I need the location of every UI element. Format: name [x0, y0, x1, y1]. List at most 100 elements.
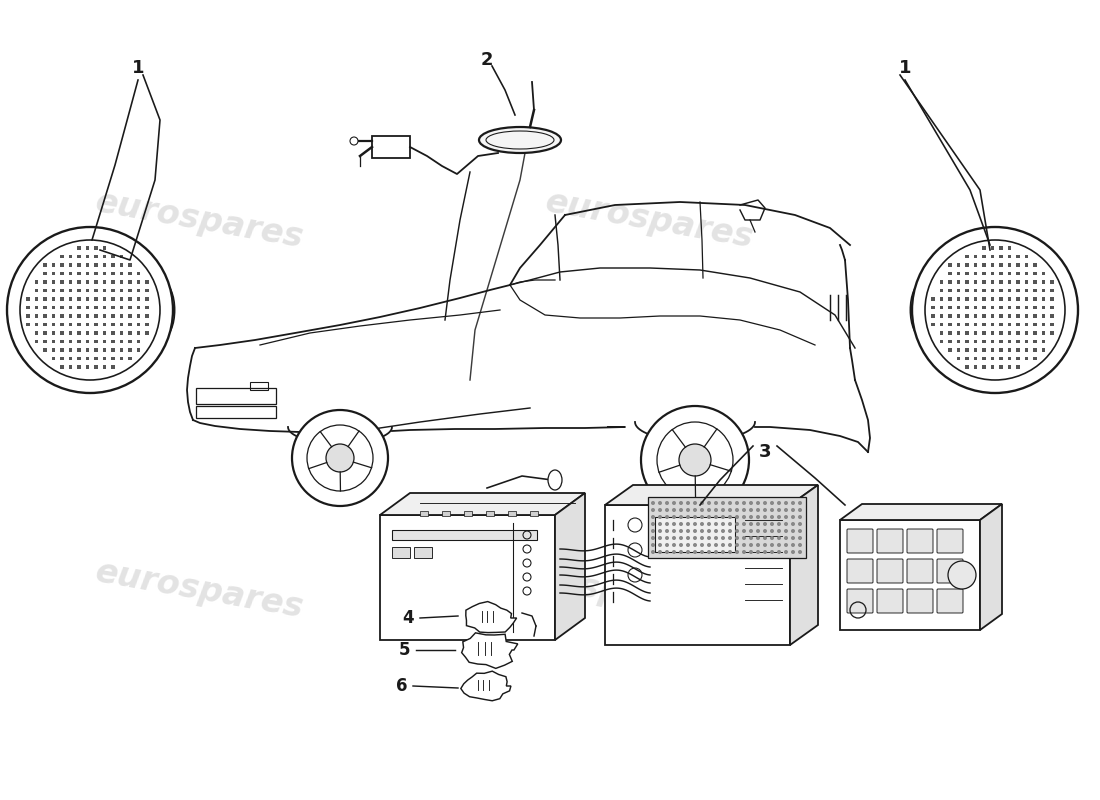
Bar	[111, 331, 114, 334]
Bar	[77, 366, 80, 369]
Circle shape	[728, 515, 732, 519]
Bar	[129, 298, 132, 301]
Circle shape	[666, 501, 669, 505]
Circle shape	[686, 550, 690, 554]
Bar	[948, 314, 951, 318]
Bar	[86, 340, 89, 343]
Bar	[103, 255, 106, 258]
Bar	[1042, 289, 1045, 292]
Bar	[95, 349, 98, 351]
Bar	[1000, 366, 1002, 369]
Circle shape	[749, 543, 754, 547]
Bar	[60, 349, 64, 351]
Bar	[136, 298, 140, 301]
FancyBboxPatch shape	[908, 559, 933, 583]
Bar	[982, 366, 986, 369]
Bar	[966, 289, 969, 292]
Bar	[60, 272, 64, 275]
Bar	[982, 340, 986, 343]
Bar	[1000, 246, 1002, 250]
Bar	[111, 280, 114, 283]
Bar	[196, 388, 276, 404]
Bar	[95, 357, 98, 360]
Circle shape	[720, 515, 725, 519]
Circle shape	[756, 536, 760, 540]
Bar	[69, 340, 73, 343]
Circle shape	[728, 550, 732, 554]
Circle shape	[720, 550, 725, 554]
Bar	[60, 366, 64, 369]
Circle shape	[798, 550, 802, 554]
Bar	[1008, 272, 1011, 275]
Bar	[136, 289, 140, 292]
Bar	[145, 280, 149, 283]
Bar	[1025, 263, 1028, 266]
Circle shape	[749, 515, 754, 519]
Bar	[103, 280, 106, 283]
Circle shape	[658, 508, 662, 512]
Bar	[392, 530, 537, 540]
Bar	[1033, 263, 1036, 266]
Bar	[966, 357, 969, 360]
Bar	[1016, 272, 1020, 275]
Bar	[1025, 255, 1028, 258]
Bar	[1033, 306, 1036, 309]
Circle shape	[672, 501, 676, 505]
Bar	[103, 340, 106, 343]
Bar	[52, 298, 55, 301]
Circle shape	[700, 515, 704, 519]
Bar	[1033, 289, 1036, 292]
Bar	[654, 517, 735, 552]
Bar	[420, 511, 428, 516]
Circle shape	[700, 522, 704, 526]
Circle shape	[791, 522, 795, 526]
Bar	[120, 263, 123, 266]
Bar	[1016, 366, 1020, 369]
Bar	[1033, 340, 1036, 343]
Bar	[982, 246, 986, 250]
Bar	[974, 340, 977, 343]
Bar	[1016, 289, 1020, 292]
Bar	[136, 323, 140, 326]
Bar	[1016, 349, 1020, 351]
Bar	[86, 357, 89, 360]
Bar	[77, 323, 80, 326]
Bar	[957, 331, 960, 334]
Circle shape	[693, 550, 697, 554]
Bar	[982, 306, 986, 309]
Bar	[1025, 314, 1028, 318]
Bar	[1008, 306, 1011, 309]
Circle shape	[791, 550, 795, 554]
Bar	[77, 246, 80, 250]
Bar	[442, 511, 450, 516]
Bar	[605, 505, 790, 645]
Bar	[95, 366, 98, 369]
Bar	[145, 331, 149, 334]
Circle shape	[651, 501, 654, 505]
Bar	[966, 331, 969, 334]
Bar	[69, 331, 73, 334]
Circle shape	[714, 508, 718, 512]
Bar	[1008, 323, 1011, 326]
Bar	[948, 272, 951, 275]
Bar	[111, 306, 114, 309]
Polygon shape	[840, 504, 1002, 520]
Bar	[1025, 349, 1028, 351]
Bar	[991, 272, 994, 275]
Circle shape	[791, 529, 795, 533]
Bar	[966, 272, 969, 275]
Circle shape	[777, 522, 781, 526]
Circle shape	[784, 515, 788, 519]
Bar	[77, 298, 80, 301]
Circle shape	[679, 501, 683, 505]
Circle shape	[672, 522, 676, 526]
Bar	[60, 357, 64, 360]
Circle shape	[763, 536, 767, 540]
Bar	[974, 314, 977, 318]
Bar	[932, 298, 935, 301]
Circle shape	[714, 550, 718, 554]
Bar	[957, 263, 960, 266]
Bar	[77, 340, 80, 343]
Bar	[982, 272, 986, 275]
Circle shape	[742, 529, 746, 533]
